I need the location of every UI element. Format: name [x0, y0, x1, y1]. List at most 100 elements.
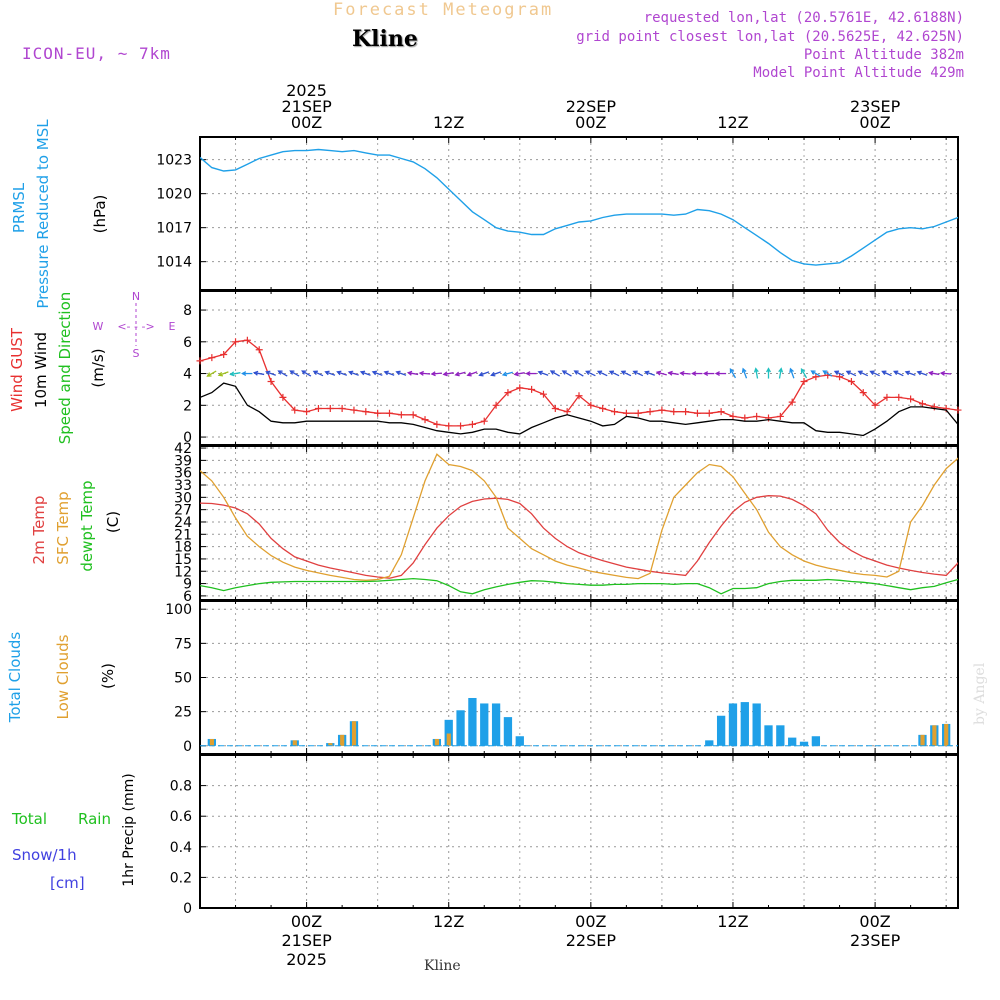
- gust-marker: [433, 420, 441, 428]
- wind-arrow-head: [691, 371, 697, 377]
- wind-arrow-shaft: [609, 370, 620, 377]
- gust-marker: [208, 354, 216, 362]
- wind-arrow-head: [466, 371, 472, 377]
- y-tick-label: 6: [183, 335, 192, 351]
- wind-arrow-head: [810, 370, 816, 375]
- wind-arrow-shaft: [633, 370, 644, 377]
- gust-marker: [409, 411, 417, 419]
- wind-arrow-head: [359, 370, 366, 376]
- cloud-label-total: Total Clouds: [6, 632, 24, 724]
- y-tick-label: 100: [165, 602, 192, 618]
- y-tick-label: 1023: [156, 153, 192, 169]
- bottom-time-label: 2025: [286, 950, 327, 969]
- low-cloud-bar: [351, 721, 357, 746]
- wind-arrow-head: [347, 370, 354, 376]
- precip-unit: 1hr Precip (mm): [121, 773, 137, 886]
- top-time-label: 00Z: [291, 113, 322, 132]
- wind-arrow-shaft: [917, 371, 928, 376]
- wind-arrow: [766, 367, 771, 379]
- gust-marker: [812, 373, 820, 381]
- wind-arrow-head: [655, 370, 662, 376]
- y-tick-label: 12: [174, 564, 192, 580]
- wind-arrow-shaft: [929, 372, 940, 376]
- wind-arrow-head: [608, 370, 615, 376]
- wind-arrow: [655, 370, 667, 376]
- gust-marker: [883, 393, 891, 401]
- wind-arrow-head: [513, 371, 519, 377]
- wind-arrow-head: [857, 370, 863, 376]
- gust-marker: [563, 408, 571, 416]
- y-tick-label: 18: [174, 540, 192, 556]
- y-tick-label: 0: [183, 901, 192, 917]
- total-cloud-bar: [776, 725, 785, 746]
- bottom-time-label: 00Z: [575, 912, 606, 931]
- gust-marker: [729, 412, 737, 420]
- total-cloud-bar: [764, 725, 773, 746]
- wind-arrow-head: [729, 368, 735, 374]
- temp-line-sfc: [200, 453, 958, 581]
- bottom-time-label: 12Z: [433, 912, 464, 931]
- wind-arrow: [383, 370, 395, 376]
- gust-marker: [314, 404, 322, 412]
- wind-arrow: [336, 370, 348, 376]
- wind-arrow: [265, 370, 276, 376]
- bottom-time-label: 23SEP: [850, 931, 901, 950]
- requested-coords: requested lon,lat (20.5761E, 42.6188N): [643, 10, 964, 26]
- total-cloud-bar: [480, 703, 489, 746]
- y-tick-label: 15: [174, 552, 192, 568]
- gust-marker: [445, 422, 453, 430]
- wind-label-10m: 10m Wind: [32, 332, 50, 408]
- wind-arrow: [679, 370, 691, 376]
- wind-arrow-shaft: [574, 370, 584, 377]
- y-tick-label: 2: [183, 398, 192, 414]
- wind-arrow-shaft: [218, 371, 229, 376]
- wind-arrow-head: [241, 371, 247, 377]
- panel-precip: 0 0.2 0.4 0.6 0.8: [170, 754, 959, 917]
- wind-arrow-shaft: [729, 368, 737, 379]
- gust-marker: [954, 406, 962, 414]
- gust-marker: [575, 392, 583, 400]
- wind-arrow-shaft: [680, 372, 691, 375]
- gust-marker: [611, 408, 619, 416]
- gust-marker: [741, 414, 749, 422]
- total-cloud-bar: [515, 736, 524, 746]
- wind-arrow-head: [549, 370, 555, 375]
- wind-arrow: [217, 371, 229, 377]
- gust-marker: [303, 408, 311, 416]
- wind-arrow-head: [371, 370, 378, 376]
- bottom-time-label: 12Z: [717, 912, 748, 931]
- y-tick-label: 75: [174, 636, 192, 652]
- wind-arrow-head: [679, 370, 685, 376]
- low-cloud-bar: [209, 738, 214, 746]
- wind-arrow: [778, 367, 784, 379]
- wind-arrow: [301, 370, 312, 377]
- gust-marker: [516, 384, 524, 392]
- wind-arrow-shaft: [337, 371, 348, 376]
- total-cloud-bar: [491, 703, 501, 746]
- y-tick-label: 0.2: [170, 870, 192, 886]
- temp-label-sfc: SFC Temp: [54, 491, 72, 564]
- wind-arrow: [406, 370, 419, 376]
- wind-arrow-shaft: [846, 370, 857, 377]
- wind-arrow-shaft: [491, 371, 502, 376]
- total-cloud-bar: [752, 703, 761, 746]
- gust-marker: [220, 351, 228, 359]
- wind-arrow-shaft: [668, 372, 679, 376]
- panel-frame: [199, 290, 959, 446]
- wind-arrow: [241, 371, 253, 377]
- gust-marker: [374, 409, 382, 417]
- precip-label-rain: Rain: [78, 810, 111, 828]
- gust-marker: [397, 411, 405, 419]
- gust-marker: [551, 404, 559, 412]
- wind-arrow-head: [454, 371, 460, 377]
- gust-line: [200, 339, 958, 427]
- gust-marker: [338, 404, 346, 412]
- model-altitude: Model Point Altitude 429m: [753, 65, 964, 81]
- y-tick-label: 0.4: [170, 840, 192, 856]
- wind-arrow: [939, 370, 952, 376]
- gust-marker: [930, 403, 938, 411]
- wind-arrow: [252, 370, 265, 376]
- wind-label-gust: Wind GUST: [8, 327, 26, 412]
- wind-arrow-shaft: [479, 371, 490, 376]
